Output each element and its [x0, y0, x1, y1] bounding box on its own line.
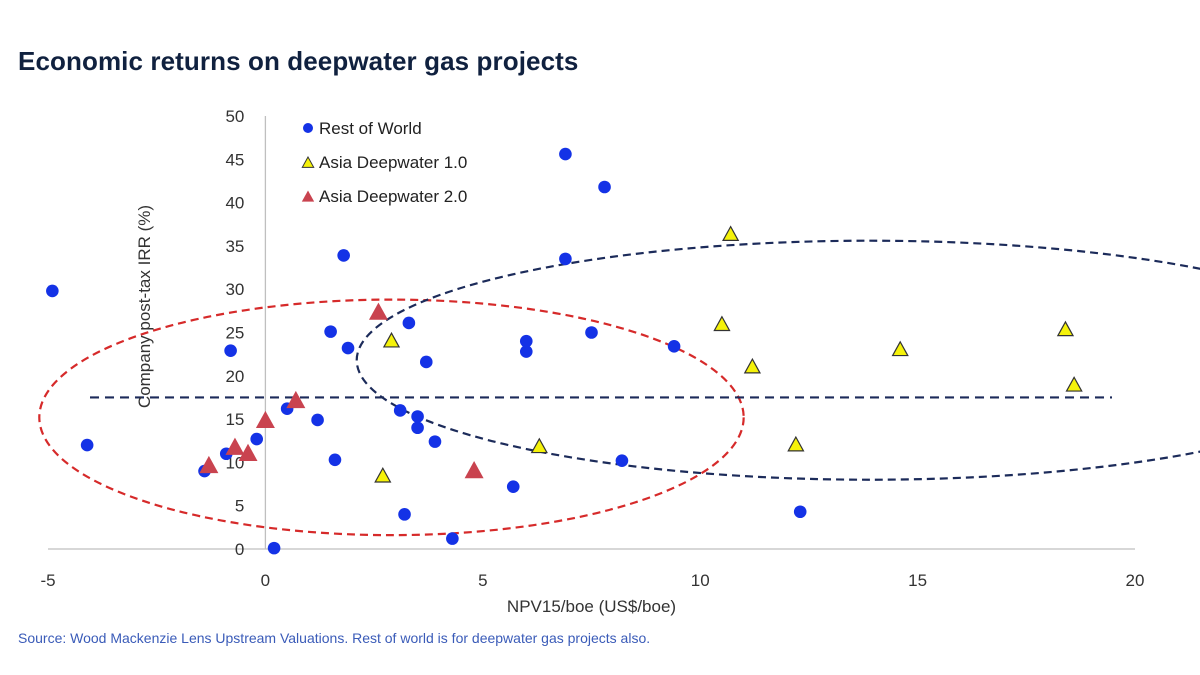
rest-of-world-point	[419, 355, 433, 369]
rest-of-world-point	[411, 410, 424, 423]
asia-dw1-point	[787, 435, 805, 452]
rest-of-world-point	[80, 438, 94, 452]
rest-of-world-point	[506, 480, 520, 493]
legend-marker-asia-dw1	[301, 155, 315, 168]
rest-of-world-point	[311, 413, 324, 427]
y-tick-label: 20	[225, 367, 244, 386]
asia-dw2-point	[286, 390, 306, 409]
rest-of-world-point	[585, 326, 598, 339]
x-axis-title: NPV15/boe (US$/boe)	[507, 597, 676, 616]
x-tick-label: 15	[908, 571, 927, 590]
asia-dw1-point	[1065, 376, 1083, 392]
legend: Rest of World Asia Deepwater 1.0 Asia Deep…	[301, 119, 467, 206]
asia-dw2-point	[255, 410, 275, 429]
legend-marker-asia-dw2	[301, 190, 315, 202]
rest-of-world-point	[393, 404, 407, 417]
rest-of-world-point	[446, 532, 459, 545]
x-tick-label: 20	[1126, 571, 1145, 590]
x-tick-label: 5	[478, 571, 487, 590]
rest-of-world-point	[667, 340, 681, 353]
y-tick-label: 45	[225, 150, 244, 169]
asia-dw1-point	[530, 437, 548, 454]
rest-of-world-point	[598, 180, 611, 194]
rest-of-world-point	[428, 435, 442, 448]
asia-dw1-point	[713, 315, 731, 332]
asia-dw2-point	[464, 461, 484, 479]
navy-dashed-ellipse	[355, 239, 1200, 481]
legend-marker-rest-of-world	[303, 123, 313, 133]
rest-of-world-point	[324, 325, 337, 338]
y-tick-label: 50	[225, 107, 244, 126]
y-tick-label: 5	[235, 497, 244, 516]
legend-label: Asia Deepwater 2.0	[319, 187, 467, 206]
rest-of-world-point	[519, 334, 533, 348]
rest-of-world-point	[341, 341, 355, 355]
asia-dw2-point	[199, 455, 219, 474]
x-tick-label: -5	[40, 571, 55, 590]
asia-dw2-point	[238, 443, 258, 461]
annotation-layer	[38, 239, 1200, 537]
x-tick-label: 10	[691, 571, 710, 590]
asia-dw1-point	[891, 340, 909, 357]
rest-of-world-point	[46, 284, 59, 298]
asia-dw2-point	[368, 302, 388, 320]
legend-label: Asia Deepwater 1.0	[319, 153, 467, 172]
rest-of-world-point	[250, 432, 264, 446]
asia-dw1-point	[382, 331, 401, 348]
rest-of-world-point	[519, 345, 533, 358]
asia-dw1-point	[743, 357, 761, 374]
y-tick-label: 15	[225, 410, 244, 429]
y-axis-title: Company post-tax IRR (%)	[135, 205, 154, 408]
rest-of-world-point	[559, 252, 572, 266]
data-marks	[46, 147, 1083, 555]
chart-title: Economic returns on deepwater gas projec…	[18, 46, 579, 76]
red-dashed-ellipse	[38, 298, 745, 537]
asia-dw2-point	[225, 437, 245, 455]
rest-of-world-point	[615, 454, 629, 467]
y-tick-label: 30	[225, 280, 244, 299]
rest-of-world-point	[267, 541, 281, 555]
y-tick-label: 0	[235, 540, 244, 559]
legend-label: Rest of World	[319, 119, 422, 138]
rest-of-world-point	[411, 421, 424, 435]
x-tick-label: 0	[261, 571, 270, 590]
rest-of-world-point	[559, 147, 572, 161]
asia-dw1-point	[374, 467, 392, 483]
rest-of-world-point	[337, 249, 350, 262]
y-tick-label: 35	[225, 237, 244, 256]
source-note: Source: Wood Mackenzie Lens Upstream Val…	[18, 630, 651, 646]
y-tick-label: 25	[225, 324, 244, 343]
asia-dw1-point	[1056, 320, 1075, 337]
asia-dw1-point	[722, 225, 740, 242]
rest-of-world-point	[398, 508, 411, 521]
rest-of-world-point	[793, 505, 807, 519]
y-tick-label: 40	[225, 194, 244, 213]
rest-of-world-point	[402, 316, 416, 330]
rest-of-world-point	[224, 344, 237, 357]
rest-of-world-point	[328, 453, 342, 467]
